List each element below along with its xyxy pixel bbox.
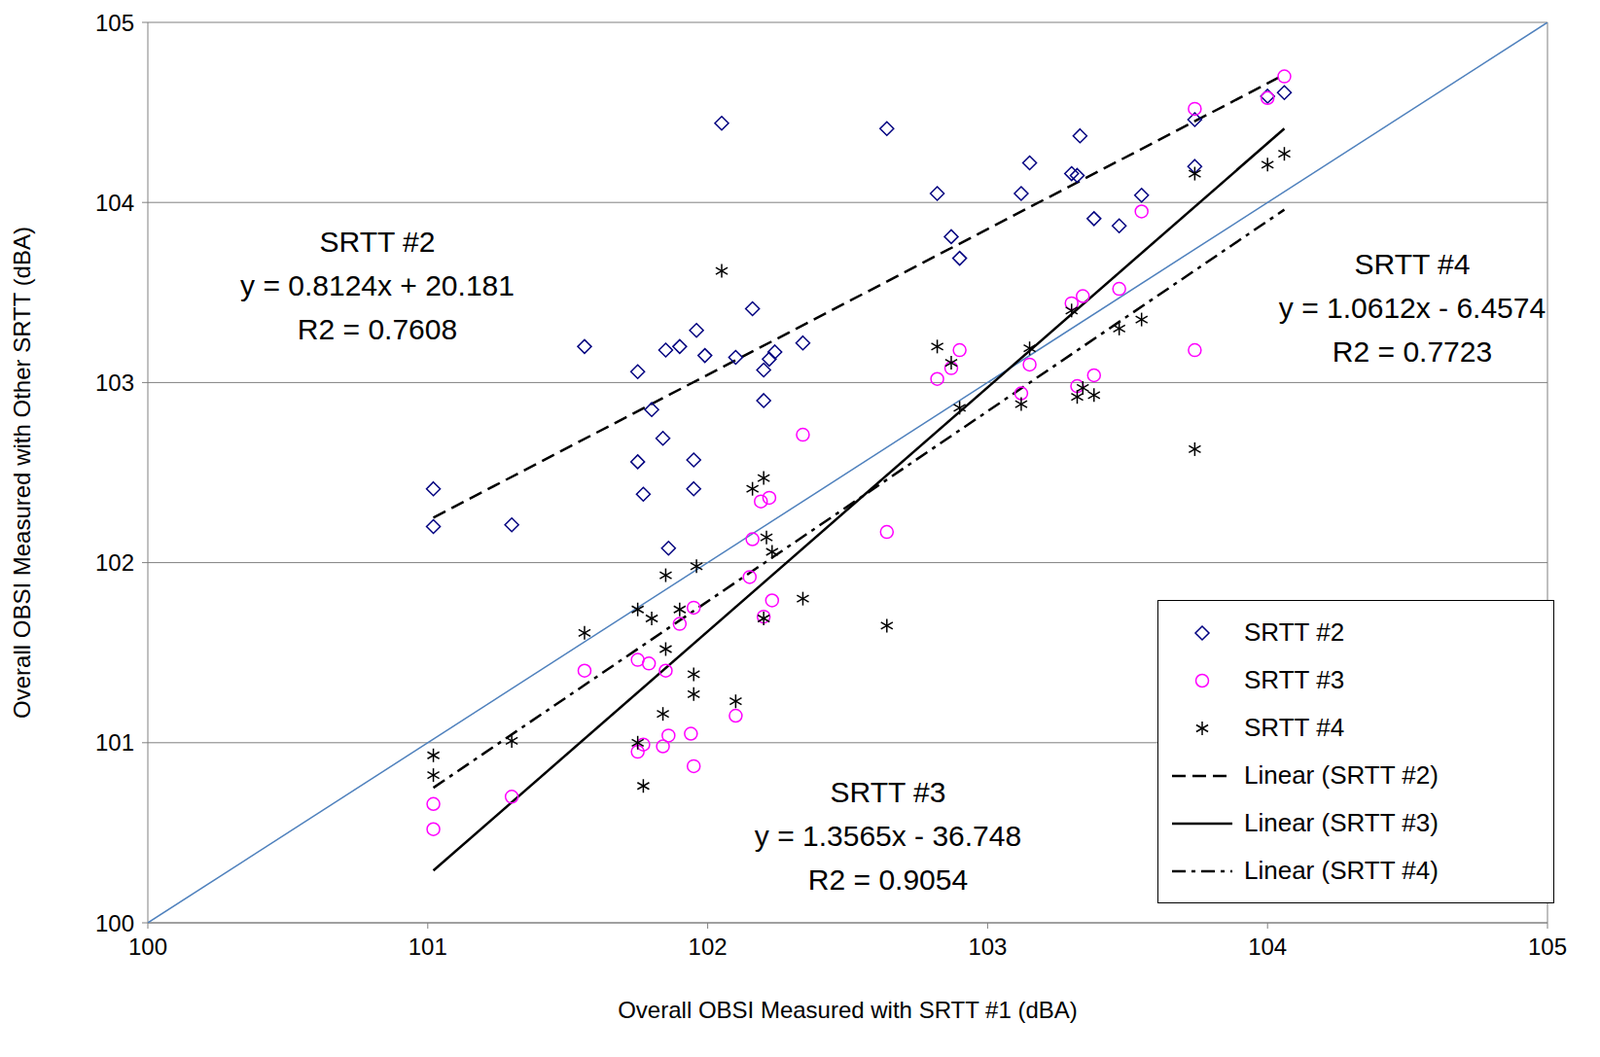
svg-text:103: 103 bbox=[95, 369, 135, 396]
svg-text:101: 101 bbox=[95, 729, 135, 756]
svg-text:101: 101 bbox=[408, 933, 448, 960]
html-text:Linear (SRTT #2): Linear (SRTT #2) bbox=[1244, 760, 1439, 790]
html-text:SRTT #4: SRTT #4 bbox=[1354, 248, 1471, 281]
svg-text:104: 104 bbox=[1247, 933, 1287, 960]
html-text:y = 1.0612x - 6.4574: y = 1.0612x - 6.4574 bbox=[1278, 291, 1546, 324]
html-text:R2 = 0.9054: R2 = 0.9054 bbox=[808, 863, 968, 896]
html-text:SRTT #2: SRTT #2 bbox=[319, 225, 436, 258]
svg-text:Overall OBSI Measured with Oth: Overall OBSI Measured with Other SRTT (d… bbox=[8, 226, 36, 719]
svg-text:Overall OBSI Measured with SRT: Overall OBSI Measured with SRTT #1 (dBA) bbox=[617, 996, 1078, 1024]
html-text:SRTT #2: SRTT #2 bbox=[1244, 617, 1345, 647]
svg-text:103: 103 bbox=[967, 933, 1007, 960]
html-text:Linear (SRTT #3): Linear (SRTT #3) bbox=[1244, 808, 1439, 838]
html-text:R2 = 0.7723: R2 = 0.7723 bbox=[1332, 335, 1493, 368]
html-text:SRTT #3: SRTT #3 bbox=[1244, 665, 1345, 695]
html-text:SRTT #4: SRTT #4 bbox=[1244, 712, 1345, 743]
html-text:y = 0.8124x + 20.181: y = 0.8124x + 20.181 bbox=[240, 269, 515, 302]
html-text:SRTT #3: SRTT #3 bbox=[830, 776, 946, 809]
svg-text:100: 100 bbox=[128, 933, 168, 960]
html-text:R2 = 0.7608: R2 = 0.7608 bbox=[297, 313, 458, 346]
svg-text:104: 104 bbox=[95, 189, 135, 216]
svg-text:102: 102 bbox=[95, 549, 135, 576]
svg-text:100: 100 bbox=[95, 910, 135, 937]
svg-text:105: 105 bbox=[1528, 933, 1567, 960]
svg-text:105: 105 bbox=[95, 9, 135, 36]
html-text:Linear (SRTT #4): Linear (SRTT #4) bbox=[1244, 855, 1439, 886]
svg-text:102: 102 bbox=[688, 933, 728, 960]
html-text:y = 1.3565x - 36.748: y = 1.3565x - 36.748 bbox=[754, 819, 1022, 853]
